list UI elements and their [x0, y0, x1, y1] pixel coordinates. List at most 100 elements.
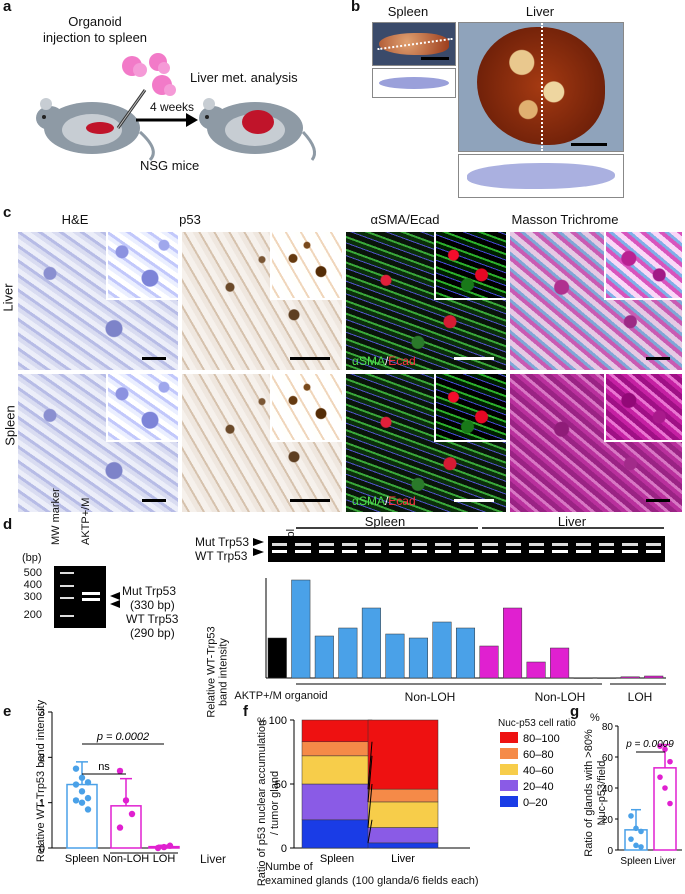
panel-label-g: g	[570, 703, 580, 720]
f-connector-line	[367, 741, 373, 790]
f-stack-segment	[301, 783, 373, 821]
sep-label: /	[384, 494, 389, 508]
gel-band-wt	[412, 550, 428, 553]
d-bar	[455, 627, 476, 679]
arrowhead-wt-icon	[253, 548, 264, 556]
micrograph-liver-sma	[346, 232, 506, 370]
gel-band-wt	[458, 550, 475, 553]
wt-bp-label: (290 bp)	[130, 626, 175, 640]
d-bar	[385, 633, 405, 679]
g-point	[633, 842, 639, 849]
f-legend-title: Nuc-p53 cell ratio	[498, 718, 576, 729]
e-point	[78, 799, 86, 806]
f-legend-swatch	[500, 780, 518, 791]
g-ytick-label: 40	[602, 784, 614, 795]
f-stack-segment	[367, 801, 439, 828]
gel-band-mut	[412, 543, 428, 546]
d-bar	[620, 676, 640, 679]
micrograph-liver-p53	[182, 232, 342, 370]
d-group-nonloh-spleen: Non-LOH	[404, 690, 456, 704]
gel-mut-label: Mut Trp53	[195, 535, 250, 549]
mouse-right	[199, 98, 316, 161]
f-legend-swatch	[500, 764, 518, 775]
gel-band-mut	[645, 543, 661, 546]
d-group-loh: LOH	[627, 690, 653, 704]
gel-wt-label: WT Trp53	[195, 549, 248, 563]
gel-liver-label: Liver	[557, 514, 587, 529]
ladder-300: 300	[23, 591, 42, 603]
e-point	[116, 824, 124, 831]
sma-label: αSMA	[352, 354, 385, 368]
e-point	[84, 794, 92, 802]
d-bar	[550, 647, 570, 679]
e-ytick-label: 2	[39, 752, 45, 764]
e-category-label: Spleen	[65, 853, 99, 865]
mut-bp-label: (330 bp)	[130, 598, 175, 612]
column-he: H&E	[61, 212, 89, 227]
f-legend-label: 40–60	[523, 765, 554, 777]
gel-band-wt	[318, 550, 335, 553]
gel-band-wt	[365, 550, 381, 553]
f-connector-line	[367, 783, 373, 828]
sma-ecad-label-liver: αSMA/Ecad	[352, 354, 416, 368]
g-point	[667, 800, 673, 807]
f-legend-swatch	[500, 732, 518, 743]
g-ytick-label: 80	[602, 722, 614, 733]
f-legend-swatch	[500, 796, 518, 807]
injection-text-2: injection to spleen	[42, 30, 148, 45]
micrograph-spleen-he	[18, 374, 178, 512]
weeks-text: 4 weeks	[150, 100, 195, 114]
d-bar	[526, 661, 546, 679]
e-point	[84, 779, 92, 786]
gel-band-mut	[318, 543, 335, 546]
f-stack-segment	[301, 819, 373, 849]
micrograph-liver-masson	[510, 232, 682, 370]
panel-label-e: e	[3, 703, 12, 720]
g-category-label: Spleen	[620, 856, 651, 867]
e-point	[116, 767, 124, 775]
gel-band-mut	[458, 543, 475, 546]
e-point	[72, 765, 80, 772]
g-ytick-label: 20	[602, 815, 614, 826]
ladder-200: 200	[23, 609, 42, 621]
e-point	[166, 842, 174, 849]
arrowhead-mut-icon	[253, 538, 264, 546]
f-legend-label: 20–40	[523, 781, 554, 793]
gel-band-wt	[295, 550, 311, 553]
e-ns-label: ns	[98, 761, 110, 773]
d-bar	[267, 637, 287, 679]
ladder-500: 500	[23, 567, 42, 579]
gel-band-wt	[505, 550, 521, 553]
liver-title: Liver	[525, 4, 555, 19]
g-point	[638, 844, 644, 850]
gel-band-mut	[598, 543, 615, 546]
e-point	[84, 806, 92, 813]
bp-label: (bp)	[22, 552, 42, 564]
gel-small	[54, 566, 106, 628]
panel-label-a: a	[3, 0, 12, 15]
f-footnote-1: Numbe of	[265, 861, 313, 873]
g-point	[657, 743, 663, 749]
column-masson: Masson Trichrome	[511, 212, 619, 227]
micrograph-spleen-sma	[346, 374, 506, 512]
panel-label-c: c	[3, 204, 12, 221]
f-legend-label: 60–80	[523, 749, 554, 761]
f-category-label: Liver	[391, 853, 415, 865]
gel-band-wt	[645, 550, 661, 553]
d-bar	[408, 637, 428, 679]
e-point	[160, 843, 168, 851]
gel-band-mut	[622, 543, 638, 546]
d-bar	[291, 579, 311, 679]
arrowhead-small-wt-icon	[110, 600, 120, 608]
gel-band-wt	[598, 550, 615, 553]
gel-band-mut	[295, 543, 311, 546]
gel-band-wt	[388, 550, 405, 553]
gel-band-mut	[365, 543, 381, 546]
d-bar	[361, 607, 381, 679]
gel-spleen-label: Spleen	[364, 514, 406, 529]
gel-main	[268, 536, 665, 562]
g-ytick-label: 0	[607, 846, 613, 857]
